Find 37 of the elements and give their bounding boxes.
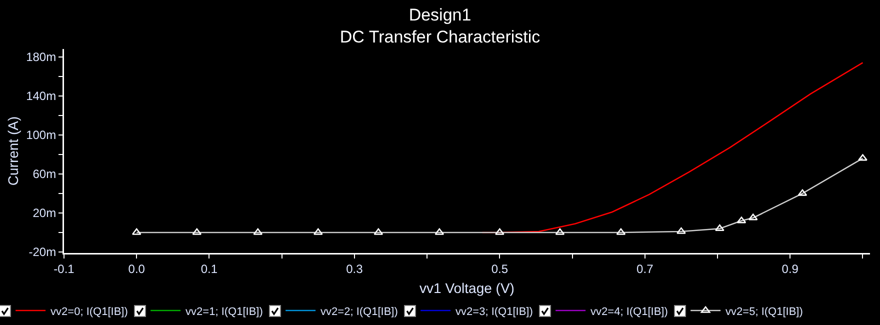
y-tick-label: 100m — [26, 128, 56, 142]
point — [858, 154, 868, 161]
x-tick-label: 0.0 — [128, 262, 146, 276]
point — [715, 224, 724, 231]
x-axis-title: vv1 Voltage (V) — [420, 280, 514, 296]
point — [132, 228, 142, 235]
x-tick-label: 0.5 — [491, 262, 508, 276]
point — [374, 228, 384, 235]
chart-title: Design1 — [408, 5, 472, 24]
x-tick-label: 0.3 — [346, 262, 364, 276]
x-tick-label: 0.9 — [782, 262, 799, 276]
point — [676, 227, 686, 234]
legend-label: vv2=4; I(Q1[IB]) — [590, 306, 668, 318]
y-tick-label: -20m — [28, 245, 56, 260]
point — [798, 189, 808, 196]
legend-label: vv2=0; I(Q1[IB]) — [50, 306, 128, 318]
y-tick-label: 140m — [26, 89, 56, 104]
y-axis-title: Current (A) — [4, 116, 21, 186]
legend-label: vv2=2; I(Q1[IB]) — [320, 306, 398, 318]
point — [253, 228, 263, 235]
point — [555, 228, 565, 235]
y-tick-label: 180m — [26, 50, 56, 64]
legend-label: vv2=5; I(Q1[IB]) — [726, 306, 803, 318]
legend-label: vv2=1; I(Q1[IB]) — [186, 306, 263, 318]
x-tick-label: -0.1 — [54, 262, 75, 276]
point — [748, 214, 758, 220]
x-tick-label: 0.7 — [636, 262, 654, 276]
point — [616, 228, 626, 235]
y-tick-label: 20m — [32, 206, 56, 220]
point — [192, 228, 202, 235]
chart-subtitle: DC Transfer Characteristic — [340, 28, 541, 47]
y-tick-label: 60m — [32, 167, 56, 182]
point — [313, 228, 323, 235]
x-tick-label: 0.1 — [200, 262, 218, 276]
legend-label: vv2=3; I(Q1[IB]) — [456, 306, 533, 318]
point — [434, 228, 444, 235]
point — [736, 216, 746, 224]
